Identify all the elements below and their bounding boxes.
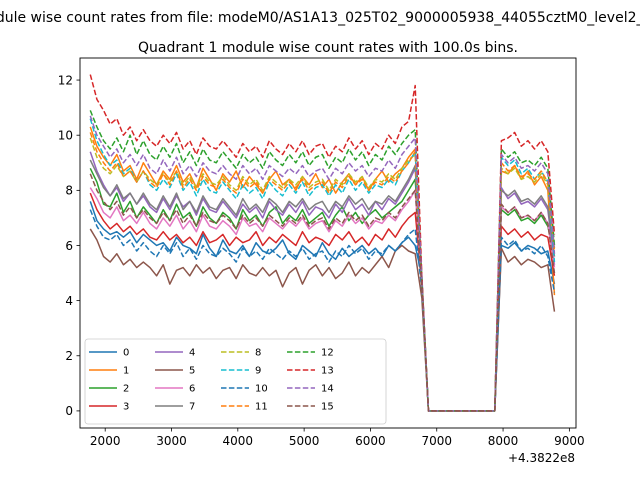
y-tick-label: 0: [65, 404, 73, 418]
legend-label-14: 14: [321, 384, 334, 395]
x-offset-text: +4.3822e8: [508, 451, 575, 465]
y-tick-label: 2: [65, 349, 73, 363]
y-tick-label: 6: [65, 239, 73, 253]
series-line-15: [89, 173, 556, 412]
legend-label-12: 12: [321, 348, 334, 359]
legend-label-11: 11: [255, 402, 268, 413]
x-tick-label: 5000: [289, 434, 320, 448]
x-tick-label: 6000: [355, 434, 386, 448]
plot-lines: [89, 74, 556, 412]
legend-label-15: 15: [321, 402, 334, 413]
y-tick-label: 4: [65, 294, 73, 308]
legend-box: [84, 338, 387, 425]
legend-label-0: 0: [123, 348, 129, 359]
x-tick-label: 3000: [156, 434, 187, 448]
series-line-14: [89, 115, 556, 412]
legend-label-2: 2: [123, 384, 129, 395]
figure-suptitle: Quadrant 1 module wise count rates from …: [0, 10, 640, 26]
y-tick-label: 10: [58, 128, 73, 142]
legend-label-8: 8: [255, 348, 261, 359]
series-line-13: [89, 74, 556, 412]
legend-label-10: 10: [255, 384, 268, 395]
y-tick-label: 8: [65, 184, 73, 198]
legend-label-1: 1: [123, 366, 129, 377]
chart-title: Quadrant 1 module wise count rates with …: [138, 40, 518, 56]
x-tick-label: 9000: [554, 434, 585, 448]
legend-label-5: 5: [189, 366, 195, 377]
legend-label-6: 6: [189, 384, 195, 395]
legend-label-9: 9: [255, 366, 261, 377]
y-axis: 0 2 4 6 8 10 12: [58, 73, 80, 418]
x-tick-label: 2000: [90, 434, 121, 448]
legend-label-13: 13: [321, 366, 334, 377]
y-tick-label: 12: [58, 73, 73, 87]
legend-label-4: 4: [189, 348, 195, 359]
x-axis: 2000 3000 4000 5000 6000 7000 8000 9000: [90, 428, 585, 448]
plot-frame: [79, 57, 577, 429]
x-tick-label: 7000: [421, 434, 452, 448]
x-tick-label: 8000: [488, 434, 519, 448]
legend-label-3: 3: [123, 402, 129, 413]
legend-label-7: 7: [189, 402, 195, 413]
x-tick-label: 4000: [223, 434, 254, 448]
